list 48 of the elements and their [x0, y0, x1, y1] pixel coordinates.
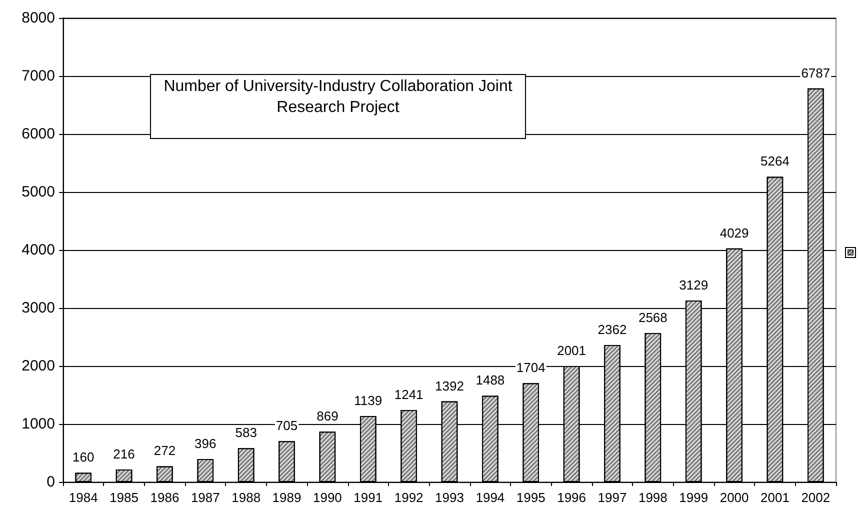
data-label: 6787 [801, 65, 830, 80]
y-tick-label: 7000 [22, 68, 55, 84]
data-label: 1704 [516, 360, 546, 376]
x-tick-label: 1991 [354, 490, 383, 505]
data-label: 2362 [598, 322, 627, 338]
x-tick-label: 1998 [638, 490, 668, 505]
data-label: 1488 [476, 372, 505, 388]
x-tick-label: 1985 [110, 490, 138, 505]
y-tick-label: 5000 [22, 184, 55, 200]
data-label: 3129 [679, 278, 708, 293]
x-tick-label: 1993 [435, 490, 464, 505]
x-tick-label: 1990 [312, 490, 342, 505]
y-tick-label: 4000 [22, 242, 55, 258]
y-tick-label: 8000 [22, 10, 55, 26]
x-tick-label: 2001 [760, 490, 790, 505]
data-label: 583 [235, 425, 257, 440]
x-tick-label: 1997 [598, 490, 627, 505]
x-tick-label: 2000 [720, 490, 749, 505]
data-label: 869 [316, 408, 338, 424]
x-tick-label: 2002 [801, 490, 830, 505]
x-tick-label: 1999 [679, 490, 708, 505]
y-tick-label: 0 [46, 474, 55, 490]
x-tick-label: 1989 [272, 490, 302, 505]
y-tick-label: 3000 [22, 300, 55, 316]
data-label: 1241 [394, 387, 424, 402]
data-label: 396 [194, 436, 216, 452]
x-tick-label: 1986 [150, 490, 180, 505]
x-tick-label: 1987 [190, 490, 220, 505]
data-label: 1392 [435, 378, 464, 394]
x-tick-label: 1994 [476, 490, 505, 505]
x-tick-label: 1995 [516, 490, 546, 505]
data-label: 2001 [557, 342, 586, 358]
data-label: 5264 [760, 154, 790, 169]
x-tick-label: 1988 [232, 490, 261, 505]
data-label: 4029 [720, 225, 749, 240]
text: Number of University-Industry Collaboration Joint Research Project [162, 77, 514, 118]
y-tick-label: 1000 [22, 416, 55, 432]
data-label: 1139 [354, 392, 382, 408]
data-label: 705 [276, 418, 298, 434]
data-label: 272 [154, 443, 176, 458]
x-tick-label: 1984 [68, 490, 98, 505]
data-label: 160 [72, 450, 94, 465]
y-tick-label: 2000 [22, 358, 55, 374]
data-label: 216 [113, 446, 135, 462]
x-tick-label: 1996 [557, 490, 586, 505]
data-label: 2568 [638, 310, 668, 326]
x-tick-label: 1992 [394, 490, 424, 505]
y-tick-label: 6000 [22, 126, 55, 142]
